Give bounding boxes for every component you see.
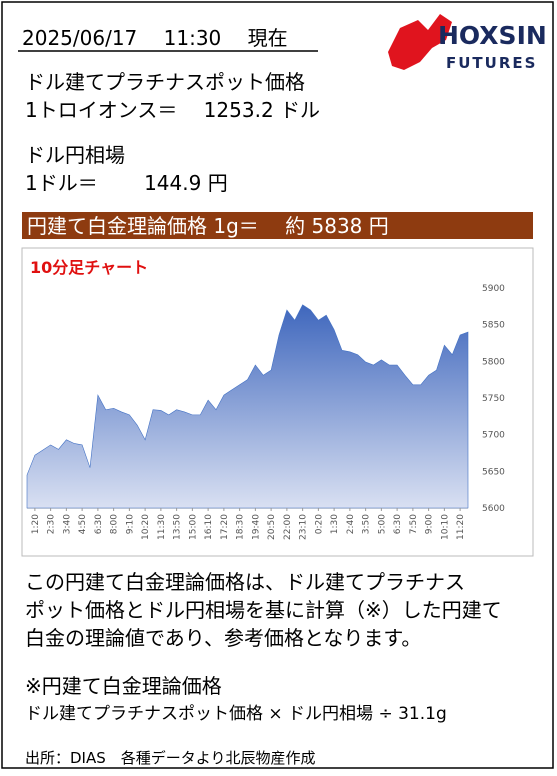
y-tick-label: 5700: [482, 431, 505, 441]
x-tick-label: 6:30: [94, 514, 104, 534]
y-tick-label: 5650: [482, 467, 505, 477]
x-tick-label: 6:30: [393, 514, 403, 534]
x-tick-label: 3:40: [62, 514, 72, 534]
x-tick-label: 11:20: [456, 514, 466, 540]
y-tick-label: 5800: [482, 357, 505, 367]
chart: 5600 5650 5700 5750 5800 5850 5900 1:20 2:30 3:40…: [26, 284, 505, 540]
x-tick-label: 0:20: [314, 514, 324, 534]
x-tick-label: 1:20: [31, 514, 41, 534]
logo-name: HOXSIN: [438, 21, 547, 50]
source: 出所：DIAS 各種データより北辰物産作成: [25, 749, 315, 767]
note-line: ポット価格とドル円相場を基に計算（※）した円建て: [25, 598, 502, 622]
platinum-label: ドル建てプラチナスポット価格: [25, 70, 305, 94]
x-tick-label: 11:30: [157, 514, 167, 540]
x-tick-label: 18:30: [236, 514, 246, 540]
usdjpy-price: 1ドル＝ 144.9 円: [25, 171, 228, 195]
x-tick-label: 13:50: [173, 514, 183, 540]
x-tick-label: 2:40: [346, 514, 356, 534]
x-tick-label: 7:50: [409, 514, 419, 534]
x-tick-label: 1:30: [330, 514, 340, 534]
header-date: 2025/06/17 11:30 現在: [22, 26, 288, 50]
x-tick-label: 3:50: [362, 514, 372, 534]
banner-bg: [22, 212, 533, 239]
y-tick-label: 5900: [482, 284, 505, 294]
x-tick-label: 22:00: [283, 514, 293, 540]
chart-frame: [21, 247, 534, 557]
area: [26, 304, 469, 509]
x-tick-label: 9:00: [425, 514, 435, 534]
usdjpy-label: ドル円相場: [25, 143, 125, 167]
note-line: この円建て白金理論価格は、ドル建てプラチナス: [25, 570, 465, 594]
y-tick-label: 5750: [482, 394, 505, 404]
chart-title: 10分足チャート: [30, 258, 148, 277]
x-tick-label: 4:50: [78, 514, 88, 534]
banner-text: 円建て白金理論価格 1g＝ 約 5838 円: [27, 214, 389, 238]
x-tick-label: 19:40: [251, 514, 261, 540]
y-tick-label: 5600: [482, 504, 505, 514]
x-tick-label: 5:00: [377, 514, 387, 534]
x-tick-label: 17:20: [220, 514, 230, 540]
x-tick-label: 10:20: [141, 514, 151, 540]
note-line: 白金の理論値であり、参考価格となります。: [25, 626, 421, 650]
x-tick-label: 23:10: [299, 514, 309, 540]
logo-sub: FUTURES: [446, 54, 537, 72]
x-tick-label: 2:30: [47, 514, 57, 534]
x-tick-label: 8:00: [110, 514, 120, 534]
x-tick-label: 10:10: [440, 514, 450, 540]
x-tick-label: 9:10: [125, 514, 135, 534]
logo-mark: [388, 14, 452, 70]
formula: ドル建てプラチナスポット価格 × ドル円相場 ÷ 31.1g: [25, 704, 447, 724]
formula-title: ※円建て白金理論価格: [25, 674, 222, 698]
logo: HOXSIN FUTURES: [388, 14, 547, 72]
x-tick-label: 15:00: [188, 514, 198, 540]
y-tick-label: 5850: [482, 321, 505, 331]
platinum-price: 1トロイオンス＝ 1253.2 ドル: [25, 98, 320, 122]
x-tick-label: 16:10: [204, 514, 214, 540]
x-tick-label: 20:50: [267, 514, 277, 540]
